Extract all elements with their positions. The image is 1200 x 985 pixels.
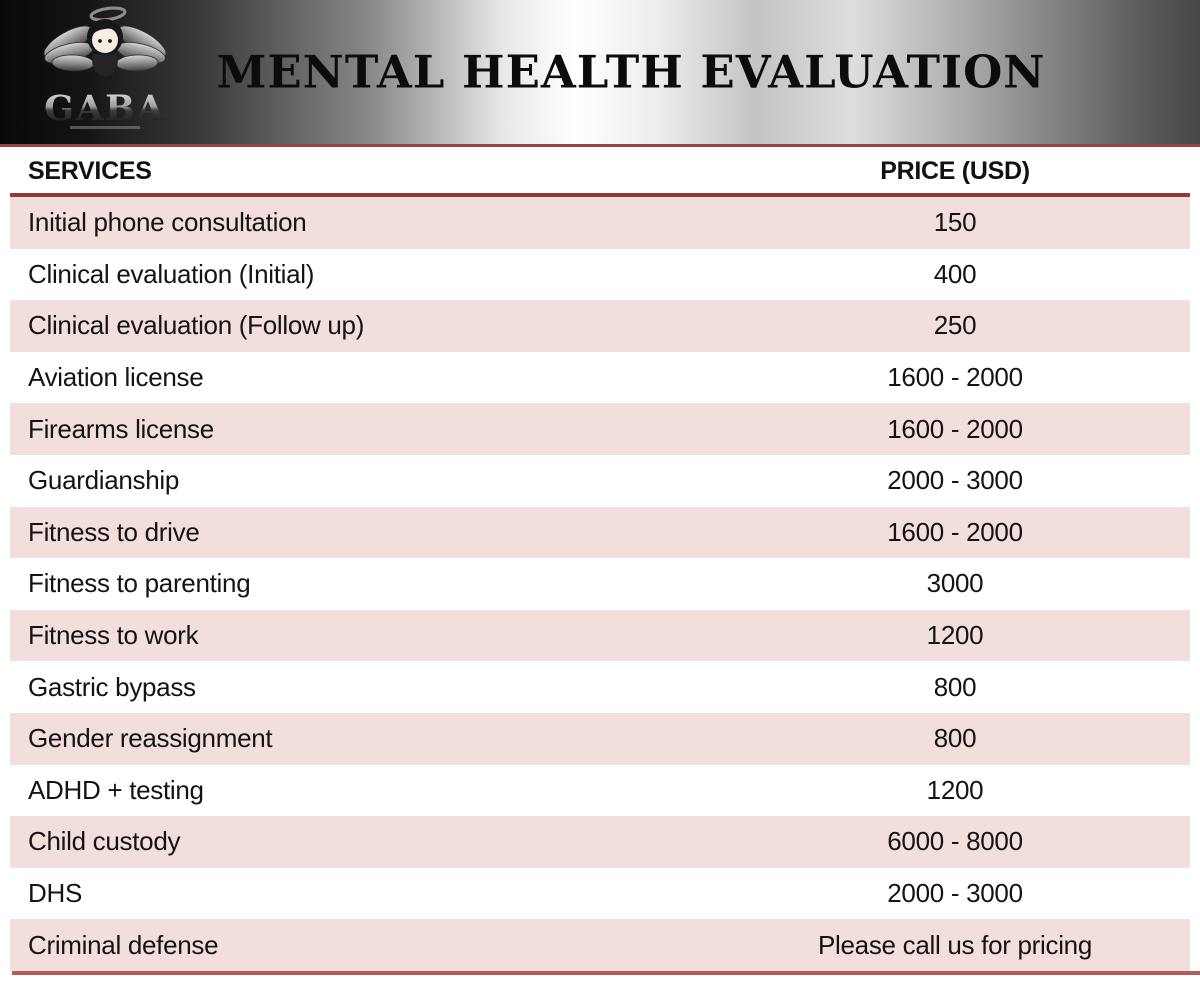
table-row: Gender reassignment 800 (10, 712, 1190, 765)
angel-body-icon (92, 54, 118, 77)
angel-face-icon (87, 19, 123, 55)
table-bottom-line (12, 970, 1200, 975)
service-cell: Gender reassignment (28, 723, 273, 754)
service-cell: Clinical evaluation (Follow up) (28, 310, 365, 341)
price-cell: Please call us for pricing (818, 929, 1092, 960)
table-header-row: SERVICES PRICE (USD) (10, 150, 1190, 197)
price-cell: 2000 - 3000 (887, 878, 1023, 909)
table-row: Clinical evaluation (Initial) 400 (10, 248, 1190, 301)
table-body: Initial phone consultation 150 Clinical ev… (10, 197, 1190, 971)
logo-tagline-strip (70, 126, 140, 129)
service-cell: Initial phone consultation (28, 207, 307, 238)
price-cell: 6000 - 8000 (887, 826, 1023, 857)
price-column-header: PRICE (USD) (880, 157, 1030, 185)
price-cell: 1200 (926, 620, 984, 651)
service-cell: DHS (28, 878, 82, 909)
price-cell: 1600 - 2000 (887, 516, 1023, 547)
services-column-header: SERVICES (28, 157, 152, 185)
service-cell: Gastric bypass (28, 671, 196, 702)
table-row: Child custody 6000 - 8000 (10, 816, 1190, 868)
price-cell: 1600 - 2000 (887, 362, 1023, 393)
service-cell: Aviation license (28, 362, 204, 393)
table-row: Criminal defense Please call us for prici… (10, 919, 1190, 971)
table-row: ADHD + testing 1200 (10, 764, 1190, 817)
price-cell: 400 (933, 258, 977, 289)
service-cell: Fitness to parenting (28, 568, 251, 599)
logo-brand-text: GABA (44, 88, 166, 129)
page-title: MENTAL HEALTH EVALUATION (216, 45, 1046, 99)
table-row: Gastric bypass 800 (10, 661, 1190, 713)
banner-accent-line (0, 144, 1200, 147)
service-cell: Firearms license (28, 413, 214, 444)
price-cell: 1200 (926, 774, 984, 805)
service-cell: Guardianship (28, 465, 180, 496)
service-cell: Clinical evaluation (Initial) (28, 258, 315, 289)
price-cell: 800 (933, 671, 977, 702)
service-cell: ADHD + testing (28, 774, 204, 805)
price-cell: 3000 (926, 568, 984, 599)
price-cell: 250 (933, 310, 977, 341)
header-banner: GABA MENTAL HEALTH EVALUATION (0, 0, 1200, 144)
price-cell: 800 (933, 723, 977, 754)
price-table: SERVICES PRICE (USD) Initial phone consu… (10, 150, 1200, 975)
table-row: Clinical evaluation (Follow up) 250 (10, 300, 1190, 352)
price-cell: 2000 - 3000 (887, 465, 1023, 496)
table-row: Fitness to work 1200 (10, 609, 1190, 662)
table-row: Firearms license 1600 - 2000 (10, 403, 1190, 455)
table-row: Fitness to parenting 3000 (10, 558, 1190, 610)
price-cell: 150 (933, 207, 977, 238)
table-row: DHS 2000 - 3000 (10, 867, 1190, 920)
table-row: Guardianship 2000 - 3000 (10, 454, 1190, 507)
table-row: Fitness to drive 1600 - 2000 (10, 506, 1190, 559)
table-row: Aviation license 1600 - 2000 (10, 351, 1190, 404)
service-cell: Fitness to work (28, 620, 199, 651)
service-cell: Child custody (28, 826, 181, 857)
gaba-logo: GABA (43, 6, 167, 129)
service-cell: Fitness to drive (28, 516, 200, 547)
price-cell: 1600 - 2000 (887, 413, 1023, 444)
table-row: Initial phone consultation 150 (10, 197, 1190, 249)
service-cell: Criminal defense (28, 929, 219, 960)
